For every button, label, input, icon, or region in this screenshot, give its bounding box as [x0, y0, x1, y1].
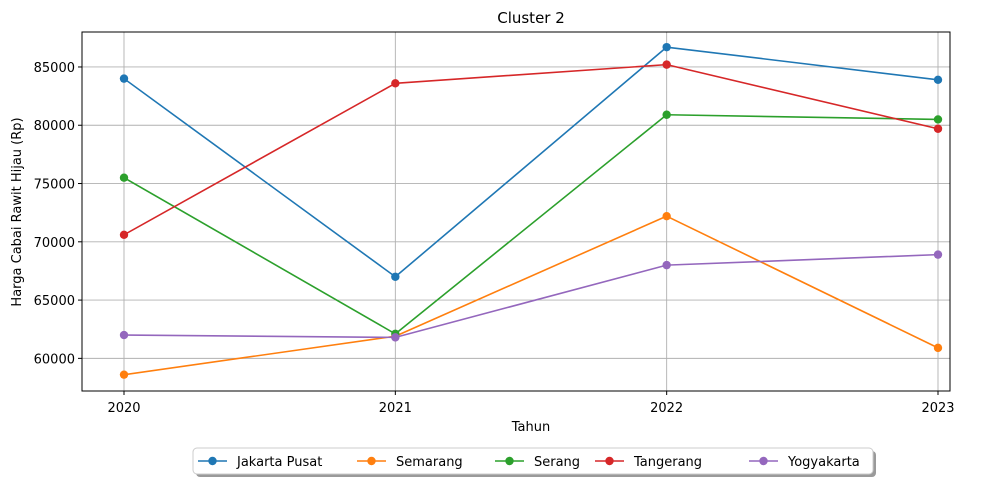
series-line	[123, 46, 939, 278]
y-axis-ticks: 60000 65000 70000 75000 80000 85000	[34, 61, 82, 367]
data-point	[391, 272, 400, 281]
series-line	[123, 253, 939, 339]
legend-label: Semarang	[396, 455, 463, 470]
series-line	[123, 63, 939, 236]
plot-frame	[81, 31, 951, 392]
y-tick-label: 75000	[34, 178, 75, 193]
data-point	[933, 75, 943, 84]
legend: Jakarta Pusat Semarang Serang Tangerang Yogy…	[192, 447, 876, 477]
legend-entry: Serang	[495, 455, 580, 470]
data-point	[933, 124, 943, 133]
chart-title: Cluster 2	[497, 9, 565, 27]
x-axis-ticks: 2020 2021 2022 2023	[107, 391, 955, 416]
x-tick-label: 2023	[921, 401, 954, 416]
y-tick-label: 70000	[34, 236, 75, 251]
x-tick-label: 2020	[107, 401, 140, 416]
data-point	[119, 74, 129, 83]
grid	[82, 32, 950, 391]
legend-marker	[759, 456, 768, 466]
legend-marker	[367, 456, 376, 466]
y-tick-label: 85000	[34, 61, 75, 76]
legend-entry: Jakarta Pusat	[198, 455, 322, 470]
legend-marker	[505, 456, 514, 466]
data-point	[662, 211, 671, 221]
y-axis-label: Harga Cabai Rawit Hijau (Rp)	[10, 117, 25, 306]
data-point	[119, 173, 129, 182]
y-tick-label: 60000	[34, 352, 75, 367]
series-layer	[119, 42, 943, 379]
x-tick-label: 2021	[379, 401, 412, 416]
data-point	[391, 333, 400, 342]
legend-label: Yogyakarta	[787, 455, 860, 470]
data-point	[391, 79, 400, 88]
data-point	[662, 42, 671, 52]
data-point	[662, 110, 671, 119]
legend-marker	[208, 456, 217, 466]
series-line	[123, 215, 939, 376]
data-point	[933, 115, 943, 124]
legend-entry: Semarang	[357, 455, 463, 470]
series-tangerang	[119, 60, 943, 240]
y-tick-label: 65000	[34, 294, 75, 309]
data-point	[933, 343, 943, 353]
series-line	[123, 113, 939, 335]
series-yogyakarta	[119, 250, 943, 342]
data-point	[119, 230, 129, 240]
legend-label: Tangerang	[633, 455, 702, 470]
data-point	[662, 260, 671, 270]
legend-marker	[605, 456, 614, 466]
y-tick-label: 80000	[34, 119, 75, 134]
data-point	[119, 330, 129, 340]
legend-entry: Tangerang	[595, 455, 702, 470]
series-jakarta-pusat	[119, 42, 943, 281]
legend-label: Serang	[534, 455, 580, 470]
legend-label: Jakarta Pusat	[236, 455, 322, 470]
legend-box	[192, 447, 874, 475]
data-point	[933, 250, 943, 259]
x-axis-label: Tahun	[511, 420, 550, 435]
x-tick-label: 2022	[650, 401, 683, 416]
legend-entry: Yogyakarta	[749, 455, 860, 470]
data-point	[119, 370, 129, 379]
data-point	[662, 60, 671, 69]
